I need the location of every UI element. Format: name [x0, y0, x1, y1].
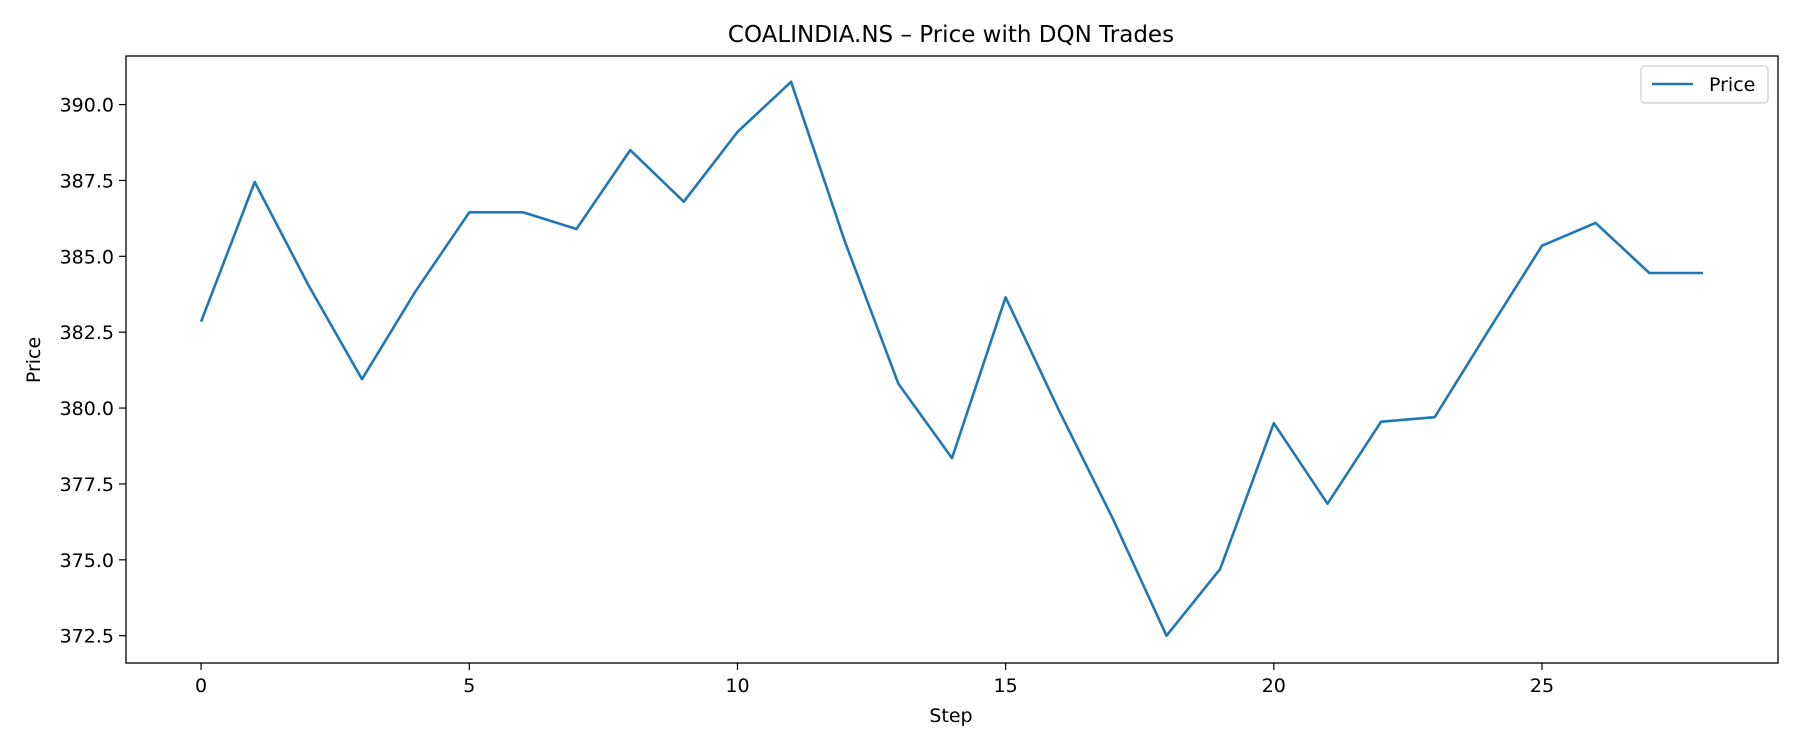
legend-box	[1640, 65, 1769, 104]
y-tick-label: 390.0	[60, 95, 114, 117]
legend: Price	[1640, 65, 1769, 104]
x-axis: 0 5 10 15 20 25	[195, 663, 1554, 697]
y-axis: 372.5 375.0 377.5 380.0 382.5 385.0 387.5 390.0	[60, 95, 126, 648]
plot-area	[125, 55, 1779, 664]
x-tick-label: 5	[463, 675, 475, 697]
y-tick-label: 385.0	[60, 246, 114, 268]
series-line-price	[199, 80, 1703, 638]
chart-title: COALINDIA.NS – Price with DQN Trades	[728, 22, 1174, 48]
y-tick-label: 377.5	[60, 474, 114, 496]
x-tick-label: 15	[994, 675, 1018, 697]
x-tick-label: 25	[1530, 675, 1554, 697]
y-tick-label: 380.0	[60, 398, 114, 420]
x-tick-label: 10	[725, 675, 749, 697]
legend-label-price: Price	[1709, 74, 1755, 96]
y-tick-label: 375.0	[60, 550, 114, 572]
series-layer	[199, 80, 1703, 638]
plot-frame	[125, 55, 1779, 664]
y-tick-label: 382.5	[60, 322, 114, 344]
x-tick-label: 0	[195, 675, 207, 697]
x-axis-label: Step	[929, 705, 972, 727]
y-tick-label: 387.5	[60, 170, 114, 192]
y-axis-label: Price	[23, 337, 45, 383]
x-tick-label: 20	[1262, 675, 1286, 697]
y-tick-label: 372.5	[60, 626, 114, 648]
